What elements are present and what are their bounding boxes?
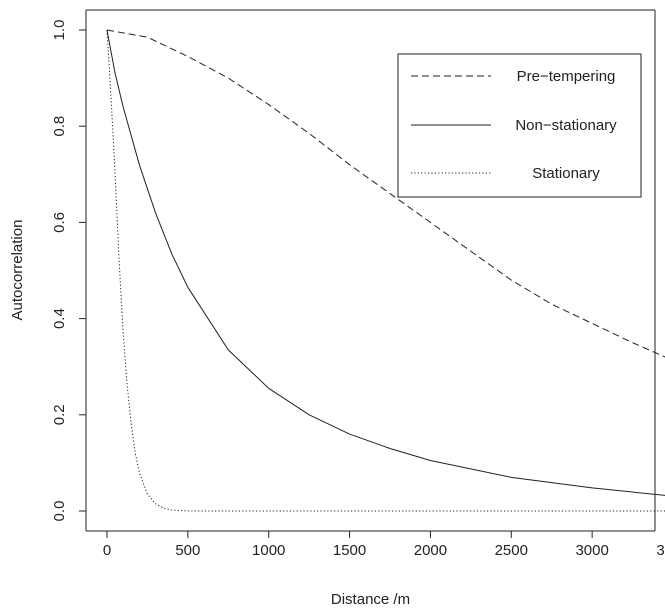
- x-tick-label-500: 500: [175, 542, 200, 559]
- axes-layer: [85, 9, 656, 532]
- x-axis-title: Distance /m: [331, 591, 410, 608]
- series-line-dashed: [106, 29, 665, 358]
- series-layer: [106, 29, 665, 512]
- x-tick-label-2500: 2500: [495, 542, 528, 559]
- x-tick-label-2000: 2000: [414, 542, 447, 559]
- x-tick-label-3500: 3500: [656, 542, 665, 559]
- x-tick-label-0: 0: [103, 542, 111, 559]
- legend-label-stationary: Stationary: [532, 165, 600, 182]
- series-line-solid: [106, 29, 665, 496]
- y-tick-label-0.2: 0.2: [51, 404, 68, 425]
- legend-label-non-stationary: Non−stationary: [515, 117, 617, 134]
- y-tick-label-1.0: 1.0: [51, 20, 68, 41]
- y-tick-label-0.0: 0.0: [51, 501, 68, 522]
- ticks-layer: 0 500 1000 1500 2000 2500 3000 3500 0.0 0.2 0.4 0.6…: [51, 20, 665, 559]
- x-tick-label-1000: 1000: [252, 542, 285, 559]
- legend: Pre−tempering Non−stationary Stationary: [397, 53, 642, 198]
- legend-label-pre-tempering: Pre−tempering: [517, 68, 616, 85]
- y-tick-label-0.4: 0.4: [51, 308, 68, 329]
- x-tick-label-3000: 3000: [575, 542, 608, 559]
- y-axis-title: Autocorrelation: [9, 220, 26, 321]
- y-tick-label-0.6: 0.6: [51, 212, 68, 233]
- x-tick-label-1500: 1500: [333, 542, 366, 559]
- y-tick-label-0.8: 0.8: [51, 116, 68, 137]
